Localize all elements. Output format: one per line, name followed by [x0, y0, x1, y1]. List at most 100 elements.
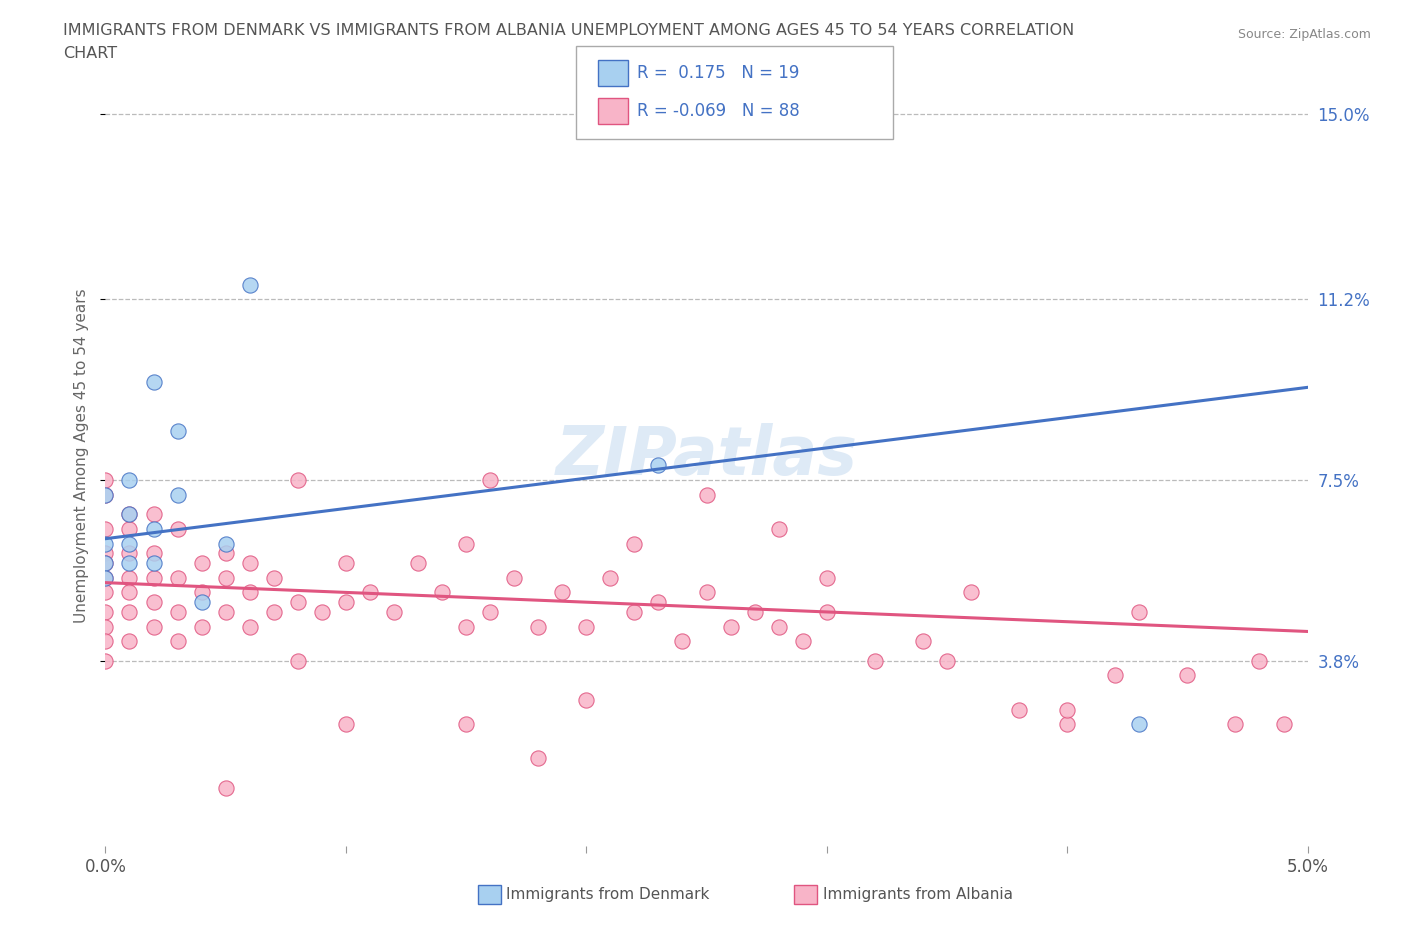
- Point: [190, 595, 212, 610]
- Point: [430, 585, 453, 600]
- Point: [118, 472, 141, 487]
- Point: [214, 604, 236, 619]
- Point: [94, 537, 117, 551]
- Point: [142, 619, 165, 634]
- Point: [118, 546, 141, 561]
- Point: [960, 585, 983, 600]
- Point: [142, 570, 165, 585]
- Point: [768, 619, 790, 634]
- Point: [263, 604, 285, 619]
- Point: [768, 522, 790, 537]
- Point: [287, 595, 309, 610]
- Point: [166, 634, 188, 649]
- Point: [1225, 717, 1247, 732]
- Point: [936, 653, 959, 668]
- Point: [94, 653, 117, 668]
- Point: [311, 604, 333, 619]
- Point: [623, 604, 645, 619]
- Point: [94, 556, 117, 571]
- Point: [454, 537, 477, 551]
- Text: Source: ZipAtlas.com: Source: ZipAtlas.com: [1237, 28, 1371, 41]
- Point: [815, 570, 838, 585]
- Point: [335, 595, 357, 610]
- Point: [142, 522, 165, 537]
- Point: [166, 487, 188, 502]
- Point: [239, 277, 262, 292]
- Point: [94, 619, 117, 634]
- Point: [166, 570, 188, 585]
- Point: [720, 619, 742, 634]
- Point: [815, 604, 838, 619]
- Point: [142, 556, 165, 571]
- Point: [118, 570, 141, 585]
- Point: [1128, 717, 1150, 732]
- Point: [479, 604, 502, 619]
- Point: [287, 653, 309, 668]
- Point: [214, 780, 236, 795]
- Point: [142, 507, 165, 522]
- Point: [142, 375, 165, 390]
- Point: [575, 692, 598, 708]
- Point: [190, 585, 212, 600]
- Text: R =  0.175   N = 19: R = 0.175 N = 19: [637, 64, 799, 83]
- Point: [94, 487, 117, 502]
- Point: [118, 634, 141, 649]
- Point: [94, 522, 117, 537]
- Point: [94, 487, 117, 502]
- Point: [1008, 702, 1031, 717]
- Point: [1056, 702, 1078, 717]
- Text: IMMIGRANTS FROM DENMARK VS IMMIGRANTS FROM ALBANIA UNEMPLOYMENT AMONG AGES 45 TO: IMMIGRANTS FROM DENMARK VS IMMIGRANTS FR…: [63, 23, 1074, 38]
- Point: [527, 619, 550, 634]
- Point: [503, 570, 526, 585]
- Point: [214, 546, 236, 561]
- Point: [479, 472, 502, 487]
- Point: [239, 556, 262, 571]
- Point: [454, 717, 477, 732]
- Point: [647, 595, 669, 610]
- Point: [406, 556, 429, 571]
- Point: [94, 604, 117, 619]
- Point: [94, 556, 117, 571]
- Point: [118, 507, 141, 522]
- Point: [239, 619, 262, 634]
- Point: [527, 751, 550, 766]
- Point: [623, 537, 645, 551]
- Point: [575, 619, 598, 634]
- Point: [911, 634, 934, 649]
- Point: [94, 472, 117, 487]
- Point: [190, 619, 212, 634]
- Point: [671, 634, 693, 649]
- Y-axis label: Unemployment Among Ages 45 to 54 years: Unemployment Among Ages 45 to 54 years: [75, 288, 90, 623]
- Point: [382, 604, 405, 619]
- Point: [118, 522, 141, 537]
- Text: Immigrants from Albania: Immigrants from Albania: [823, 887, 1012, 902]
- Point: [142, 595, 165, 610]
- Point: [118, 585, 141, 600]
- Point: [599, 570, 621, 585]
- Text: ZIPatlas: ZIPatlas: [555, 423, 858, 488]
- Point: [1175, 668, 1198, 683]
- Point: [744, 116, 766, 131]
- Point: [214, 570, 236, 585]
- Point: [94, 634, 117, 649]
- Point: [94, 570, 117, 585]
- Text: R = -0.069   N = 88: R = -0.069 N = 88: [637, 101, 800, 120]
- Point: [118, 604, 141, 619]
- Point: [1272, 717, 1295, 732]
- Point: [696, 487, 718, 502]
- Point: [118, 556, 141, 571]
- Point: [335, 556, 357, 571]
- Point: [696, 585, 718, 600]
- Point: [647, 458, 669, 473]
- Point: [94, 546, 117, 561]
- Point: [551, 585, 574, 600]
- Point: [190, 556, 212, 571]
- Point: [1056, 717, 1078, 732]
- Point: [1128, 604, 1150, 619]
- Point: [263, 570, 285, 585]
- Point: [239, 585, 262, 600]
- Point: [118, 507, 141, 522]
- Point: [359, 585, 381, 600]
- Point: [142, 546, 165, 561]
- Point: [94, 585, 117, 600]
